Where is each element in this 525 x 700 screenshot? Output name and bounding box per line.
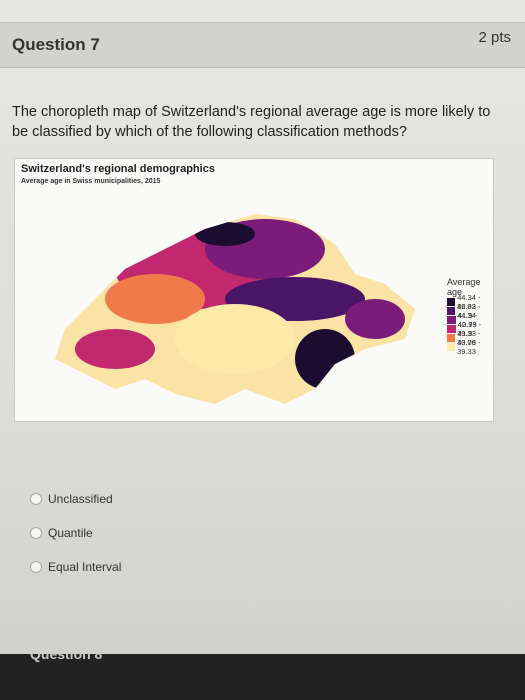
legend: Average age 44.34 - 86.62 42.93 - 44.34 41…: [447, 277, 493, 356]
answer-option[interactable]: Quantile: [30, 526, 93, 540]
legend-label: 44.34 - 86.62: [457, 292, 481, 311]
legend-label: 42.93 - 44.34: [457, 301, 481, 320]
legend-item: 42.93 - 44.34: [447, 302, 493, 320]
legend-swatch: [447, 333, 456, 342]
radio-button[interactable]: [30, 561, 42, 573]
legend-swatch: [447, 315, 456, 324]
answer-option[interactable]: Equal Interval: [30, 560, 121, 574]
legend-label: 33.06 - 39.33: [457, 337, 481, 356]
legend-item: 33.06 - 39.33: [447, 338, 493, 356]
legend-label: 41.9 - 42.93: [457, 310, 477, 329]
option-label: Unclassified: [48, 492, 113, 506]
question-title: Question 7: [12, 35, 100, 54]
map-figure: Switzerland's regional demographics Aver…: [14, 158, 494, 422]
legend-item: 40.79 - 41.9: [447, 320, 493, 338]
answer-option[interactable]: Unclassified: [30, 492, 113, 506]
next-question: Question 8: [0, 646, 525, 700]
question-header: Question 7 2 pts: [0, 22, 525, 68]
radio-button[interactable]: [30, 493, 42, 505]
question-text: The choropleth map of Switzerland's regi…: [12, 104, 491, 140]
option-label: Equal Interval: [48, 560, 122, 574]
legend-swatch: [447, 297, 456, 306]
legend-item: 39.33 - 40.79: [447, 329, 493, 347]
legend-item: 41.9 - 42.93: [447, 311, 493, 329]
legend-item: 44.34 - 86.62: [447, 293, 493, 311]
legend-swatch: [447, 306, 456, 315]
legend-title: Average age: [447, 277, 481, 297]
legend-swatch: [447, 342, 456, 351]
map-subtitle: Average age in Swiss municipalities, 201…: [21, 178, 161, 185]
points: 2 pts: [478, 29, 511, 46]
legend-swatch: [447, 324, 456, 333]
radio-button[interactable]: [30, 527, 42, 539]
next-question-title: Question 8: [30, 646, 103, 662]
legend-label: 40.79 - 41.9: [457, 319, 482, 338]
option-label: Quantile: [48, 526, 93, 540]
legend-label: 39.33 - 40.79: [457, 328, 481, 347]
map-shape: [55, 214, 415, 404]
map-title: Switzerland's regional demographics: [21, 163, 215, 175]
